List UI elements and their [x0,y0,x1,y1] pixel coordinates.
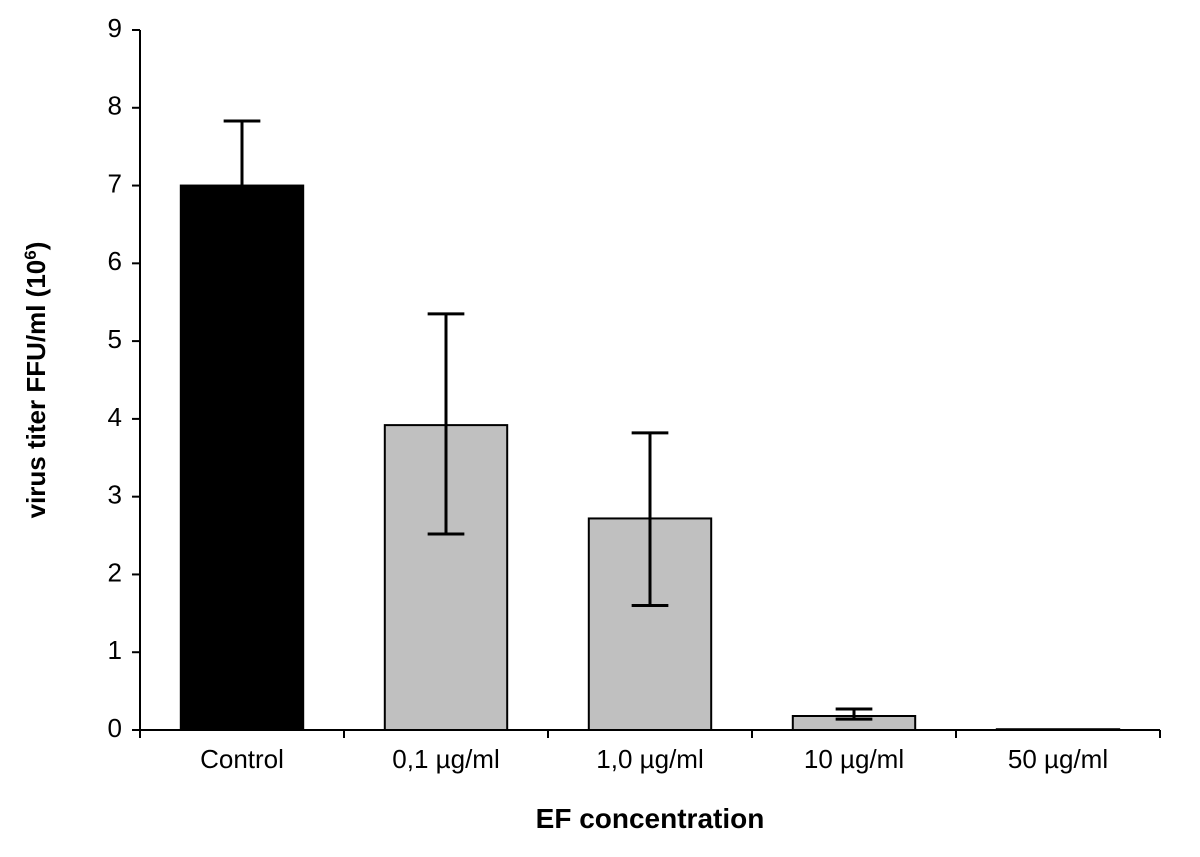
y-tick-label: 9 [108,13,122,43]
x-tick-label: 10 µg/ml [804,744,904,774]
y-axis-title: virus titer FFU/ml (106) [21,242,52,519]
y-tick-label: 1 [108,635,122,665]
y-tick-label: 0 [108,713,122,743]
error-bars [224,121,873,719]
x-axis-title: EF concentration [536,803,765,834]
y-tick-label: 7 [108,168,122,198]
chart-container: 0 1 2 3 4 5 6 7 8 9 Control 0,1 µg/ml 1,0 µg/ml 10 µ… [0,0,1200,857]
y-tick-label: 3 [108,480,122,510]
y-tick-label: 4 [108,402,122,432]
x-tick-label: 0,1 µg/ml [392,744,499,774]
bar [997,729,1119,730]
x-tick-label: Control [200,744,284,774]
bar-chart: 0 1 2 3 4 5 6 7 8 9 Control 0,1 µg/ml 1,0 µg/ml 10 µ… [0,0,1200,857]
y-tick-label: 8 [108,91,122,121]
y-tick-labels: 0 1 2 3 4 5 6 7 8 9 [108,13,122,743]
x-tick-label: 50 µg/ml [1008,744,1108,774]
y-tick-label: 6 [108,246,122,276]
bar [181,186,303,730]
y-tick-label: 2 [108,557,122,587]
y-tick-label: 5 [108,324,122,354]
x-tick-labels: Control 0,1 µg/ml 1,0 µg/ml 10 µg/ml 50 µg/m… [200,744,1108,774]
x-tick-label: 1,0 µg/ml [596,744,703,774]
